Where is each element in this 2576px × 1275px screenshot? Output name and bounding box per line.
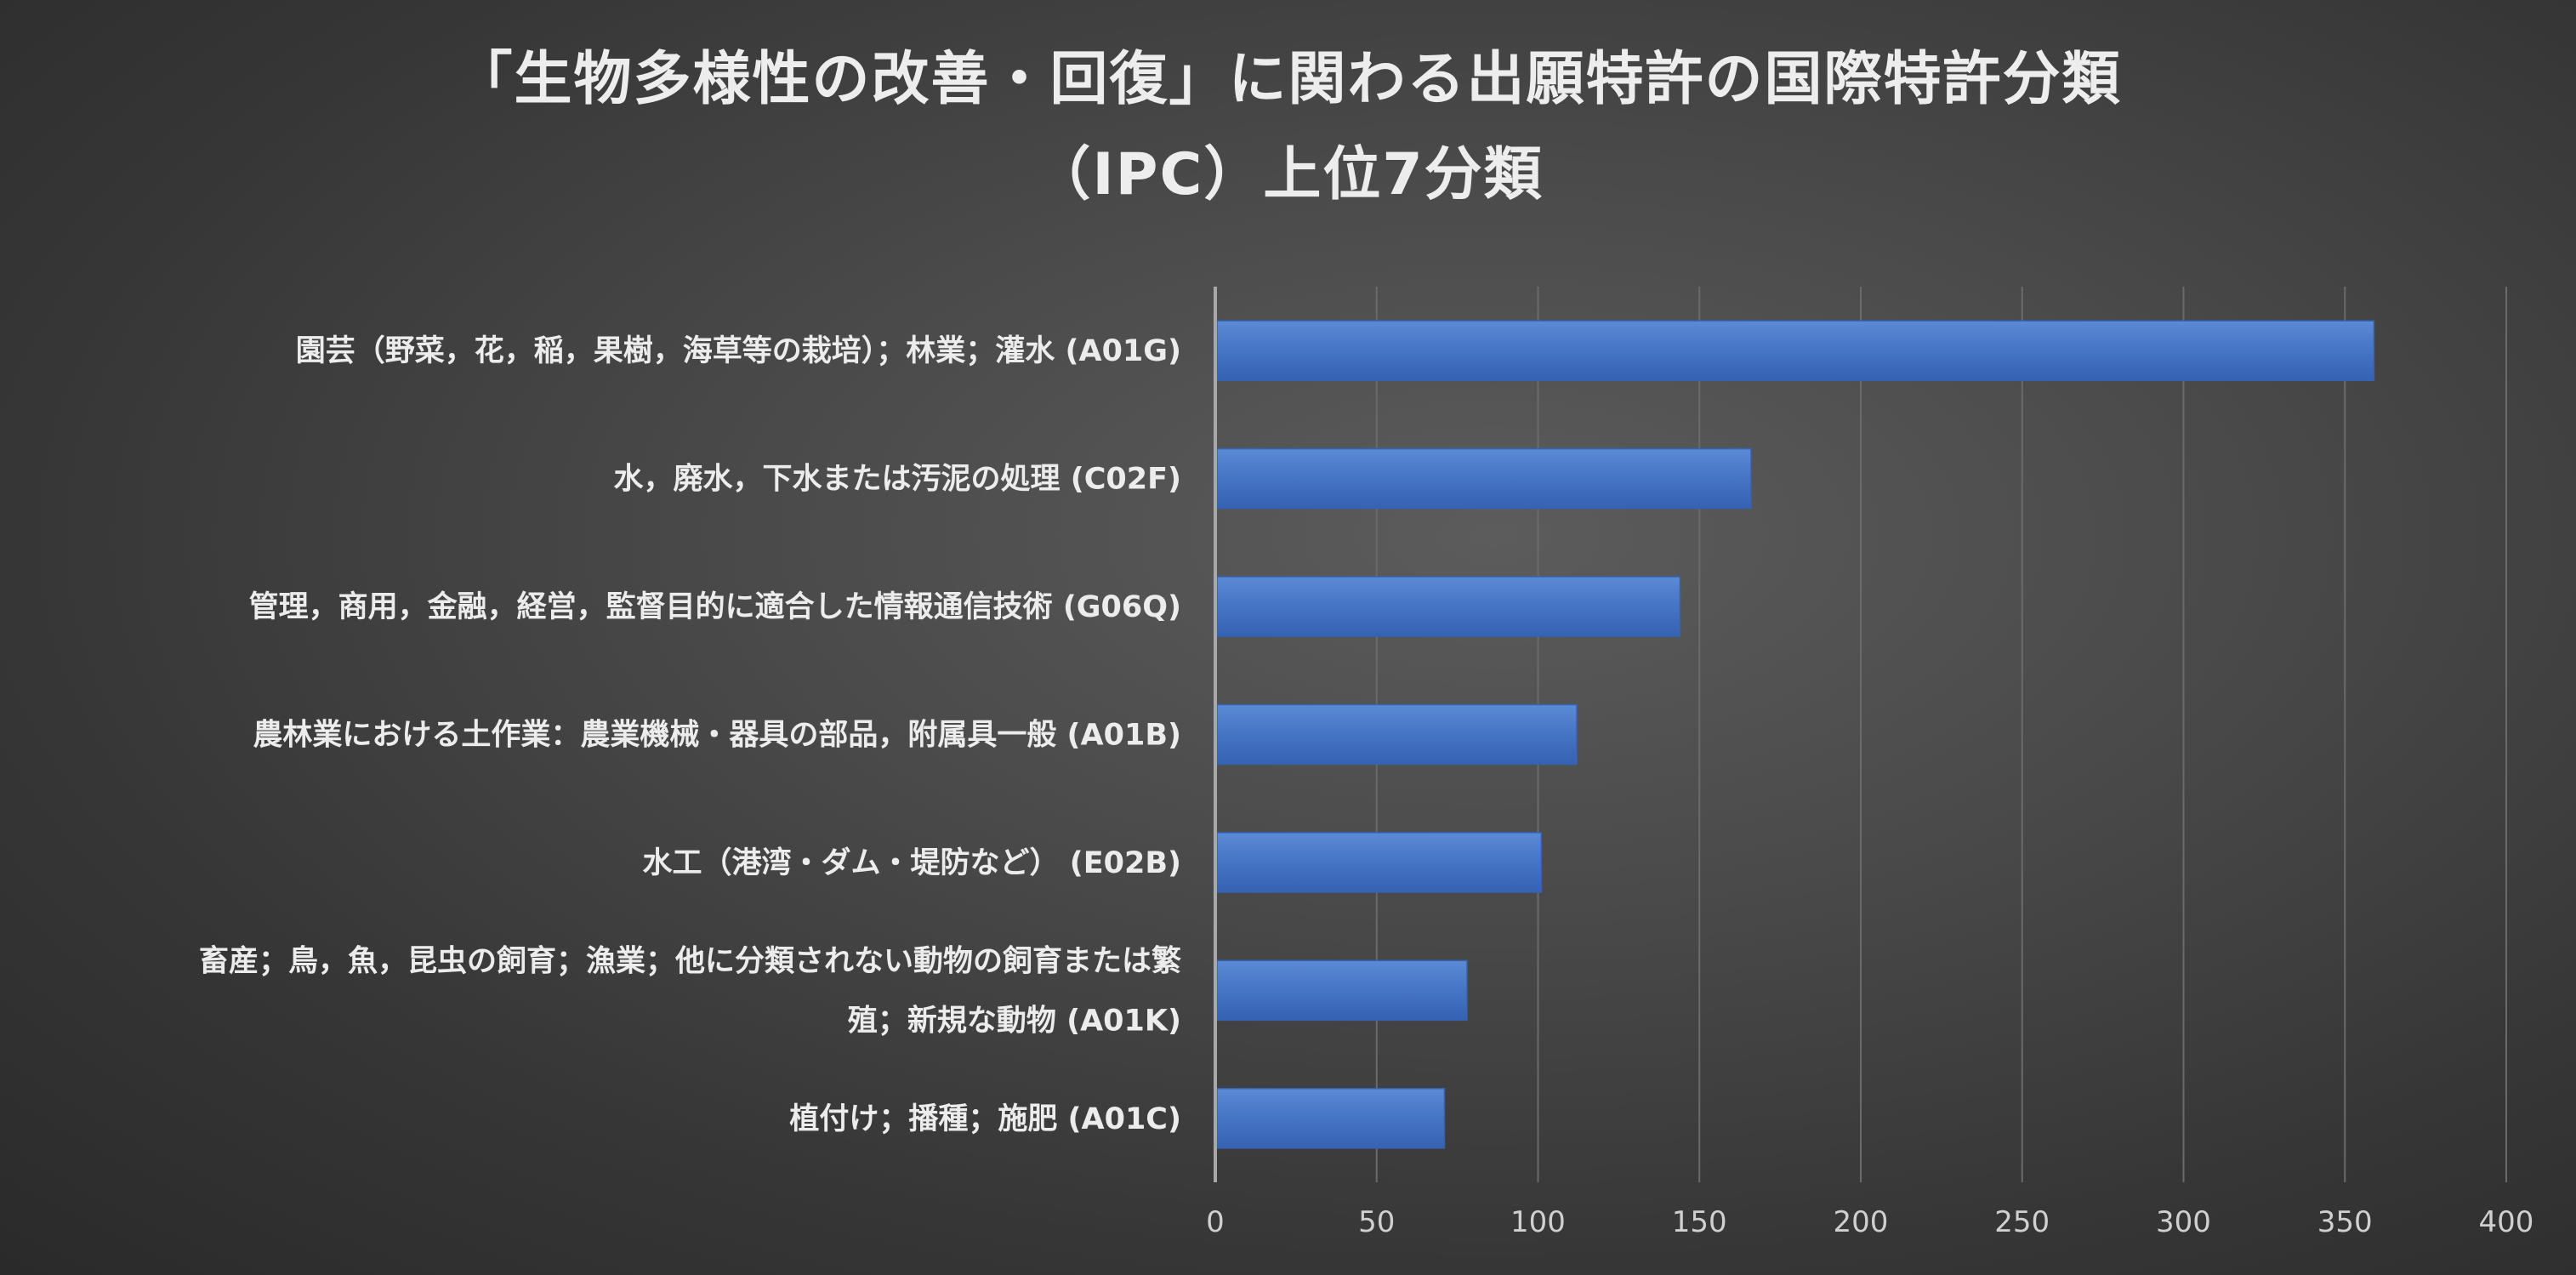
bar xyxy=(1216,576,1681,637)
x-tick-label: 250 xyxy=(1994,1205,2050,1239)
category-label: 農林業における土作業：農業機械・器具の部品，附属具一般 (A01B) xyxy=(253,719,1181,753)
bar xyxy=(1216,959,1468,1022)
x-tick-labels: 0 50 100 150 200 250 300 350 400 xyxy=(1206,1205,2533,1239)
chart-title-line-1: 「生物多様性の改善・回復」に関わる出願特許の国際特許分類 xyxy=(454,46,2122,113)
category-label-line: 畜産；鳥，魚，昆虫の飼育；漁業；他に分類されない動物の飼育または繁 xyxy=(199,944,1181,978)
category-label: 管理，商用，金融，経営，監督目的に適合した情報通信技術 (G06Q) xyxy=(249,589,1181,624)
category-label: 水，廃水，下水または汚泥の処理 (C02F) xyxy=(614,463,1181,497)
bar xyxy=(1216,703,1578,766)
bar xyxy=(1216,1088,1446,1149)
category-label-line: 植付け；播種；施肥 (A01C) xyxy=(789,1102,1181,1136)
bar xyxy=(1216,320,2375,381)
category-labels: 園芸（野菜，花，稲，果樹，海草等の栽培）；林業；灌水 (A01G) 水，廃水，下水… xyxy=(199,334,1181,1136)
category-label-line: 水，廃水，下水または汚泥の処理 (C02F) xyxy=(614,463,1181,497)
category-label-line: 園芸（野菜，花，稲，果樹，海草等の栽培）；林業；灌水 (A01G) xyxy=(296,334,1181,368)
gridlines xyxy=(1375,287,2507,1182)
category-label: 水工（港湾・ダム・堤防など） (E02B) xyxy=(643,845,1181,880)
bar xyxy=(1216,832,1543,893)
category-label: 植付け；播種；施肥 (A01C) xyxy=(789,1102,1181,1136)
x-tick-label: 300 xyxy=(2156,1205,2211,1239)
x-tick-label: 150 xyxy=(1672,1205,1727,1239)
x-tick-label: 400 xyxy=(2479,1205,2534,1239)
category-label-line: 殖；新規な動物 (A01K) xyxy=(848,1004,1181,1038)
category-label-line: 農林業における土作業：農業機械・器具の部品，附属具一般 (A01B) xyxy=(253,719,1181,753)
x-tick-label: 0 xyxy=(1206,1205,1225,1239)
x-tick-label: 100 xyxy=(1510,1205,1566,1239)
category-label-line: 管理，商用，金融，経営，監督目的に適合した情報通信技術 (G06Q) xyxy=(249,589,1181,624)
x-tick-label: 200 xyxy=(1834,1205,1889,1239)
x-tick-label: 50 xyxy=(1358,1205,1395,1239)
category-label: 園芸（野菜，花，稲，果樹，海草等の栽培）；林業；灌水 (A01G) xyxy=(296,334,1181,368)
chart-title-line-2: （IPC）上位7分類 xyxy=(1032,141,1544,208)
chart-title: 「生物多様性の改善・回復」に関わる出願特許の国際特許分類 （IPC）上位7分類 xyxy=(0,32,2576,223)
x-tick-label: 350 xyxy=(2317,1205,2373,1239)
bars xyxy=(1216,320,2375,1149)
bar xyxy=(1216,447,1752,509)
category-label: 畜産；鳥，魚，昆虫の飼育；漁業；他に分類されない動物の飼育または繁殖；新規な動物… xyxy=(199,944,1181,1038)
category-label-line: 水工（港湾・ダム・堤防など） (E02B) xyxy=(643,845,1181,880)
